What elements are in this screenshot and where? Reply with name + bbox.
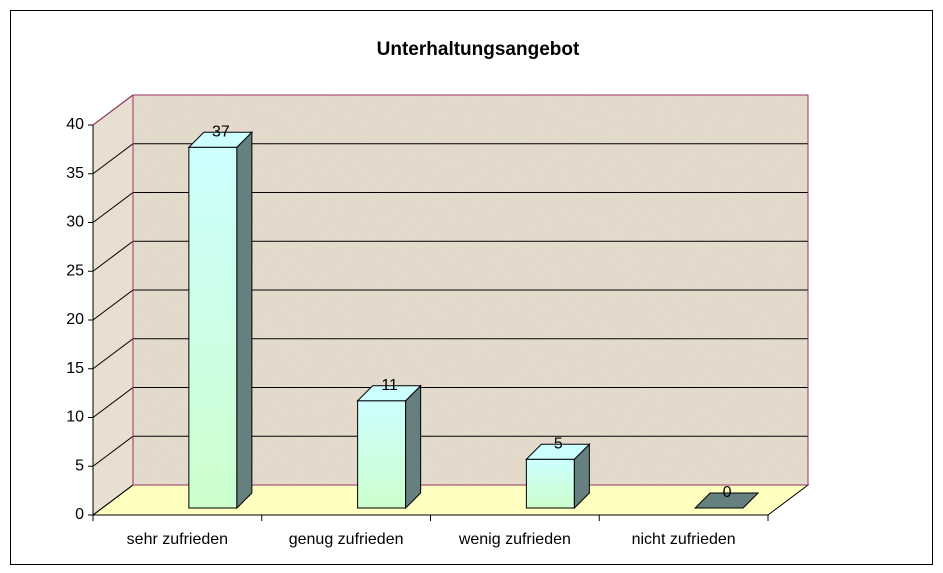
back-wall-border bbox=[132, 94, 809, 486]
y-tick-label: 30 bbox=[66, 214, 84, 231]
y-tick-label: 10 bbox=[66, 409, 84, 426]
x-tick-label: wenig zufrieden bbox=[458, 531, 571, 548]
bar-front bbox=[357, 400, 407, 509]
grid-line-side bbox=[92, 387, 134, 418]
grid-line-side bbox=[92, 192, 134, 223]
grid-line-side bbox=[92, 338, 134, 370]
grid-line-side bbox=[92, 143, 134, 175]
grid-line-side bbox=[92, 435, 134, 467]
bar-front bbox=[525, 458, 575, 509]
y-tick-label: 25 bbox=[66, 262, 84, 279]
bar-side bbox=[405, 384, 422, 510]
data-label: 5 bbox=[554, 435, 563, 452]
x-tick-label: sehr zufrieden bbox=[127, 531, 228, 548]
y-tick-label: 40 bbox=[66, 116, 84, 133]
bar-top bbox=[356, 385, 422, 402]
y-tick-label: 15 bbox=[66, 360, 84, 377]
y-tick-label: 0 bbox=[75, 506, 84, 523]
y-tick-label: 35 bbox=[66, 165, 84, 182]
grid-line-side bbox=[92, 484, 134, 516]
y-tick-label: 20 bbox=[66, 311, 84, 328]
data-label: 37 bbox=[212, 123, 230, 140]
bar-front bbox=[188, 146, 238, 509]
y-tick-label: 5 bbox=[75, 457, 84, 474]
x-tick-label: genug zufrieden bbox=[289, 531, 404, 548]
bar-top bbox=[693, 492, 760, 509]
x-tick-label: nicht zufrieden bbox=[632, 531, 736, 548]
bar-top bbox=[525, 443, 591, 460]
bar-side bbox=[236, 131, 253, 510]
data-label: 0 bbox=[723, 484, 732, 501]
grid-line-side bbox=[92, 289, 134, 321]
chart-title: Unterhaltungsangebot bbox=[377, 39, 580, 60]
data-label: 11 bbox=[381, 377, 398, 394]
bar-top bbox=[187, 131, 254, 148]
grid-line-side bbox=[92, 240, 134, 272]
plot-area: 0 5 10 15 20 25 30 35 40 sehr zufrieden 37 genug zu… bbox=[66, 94, 810, 548]
